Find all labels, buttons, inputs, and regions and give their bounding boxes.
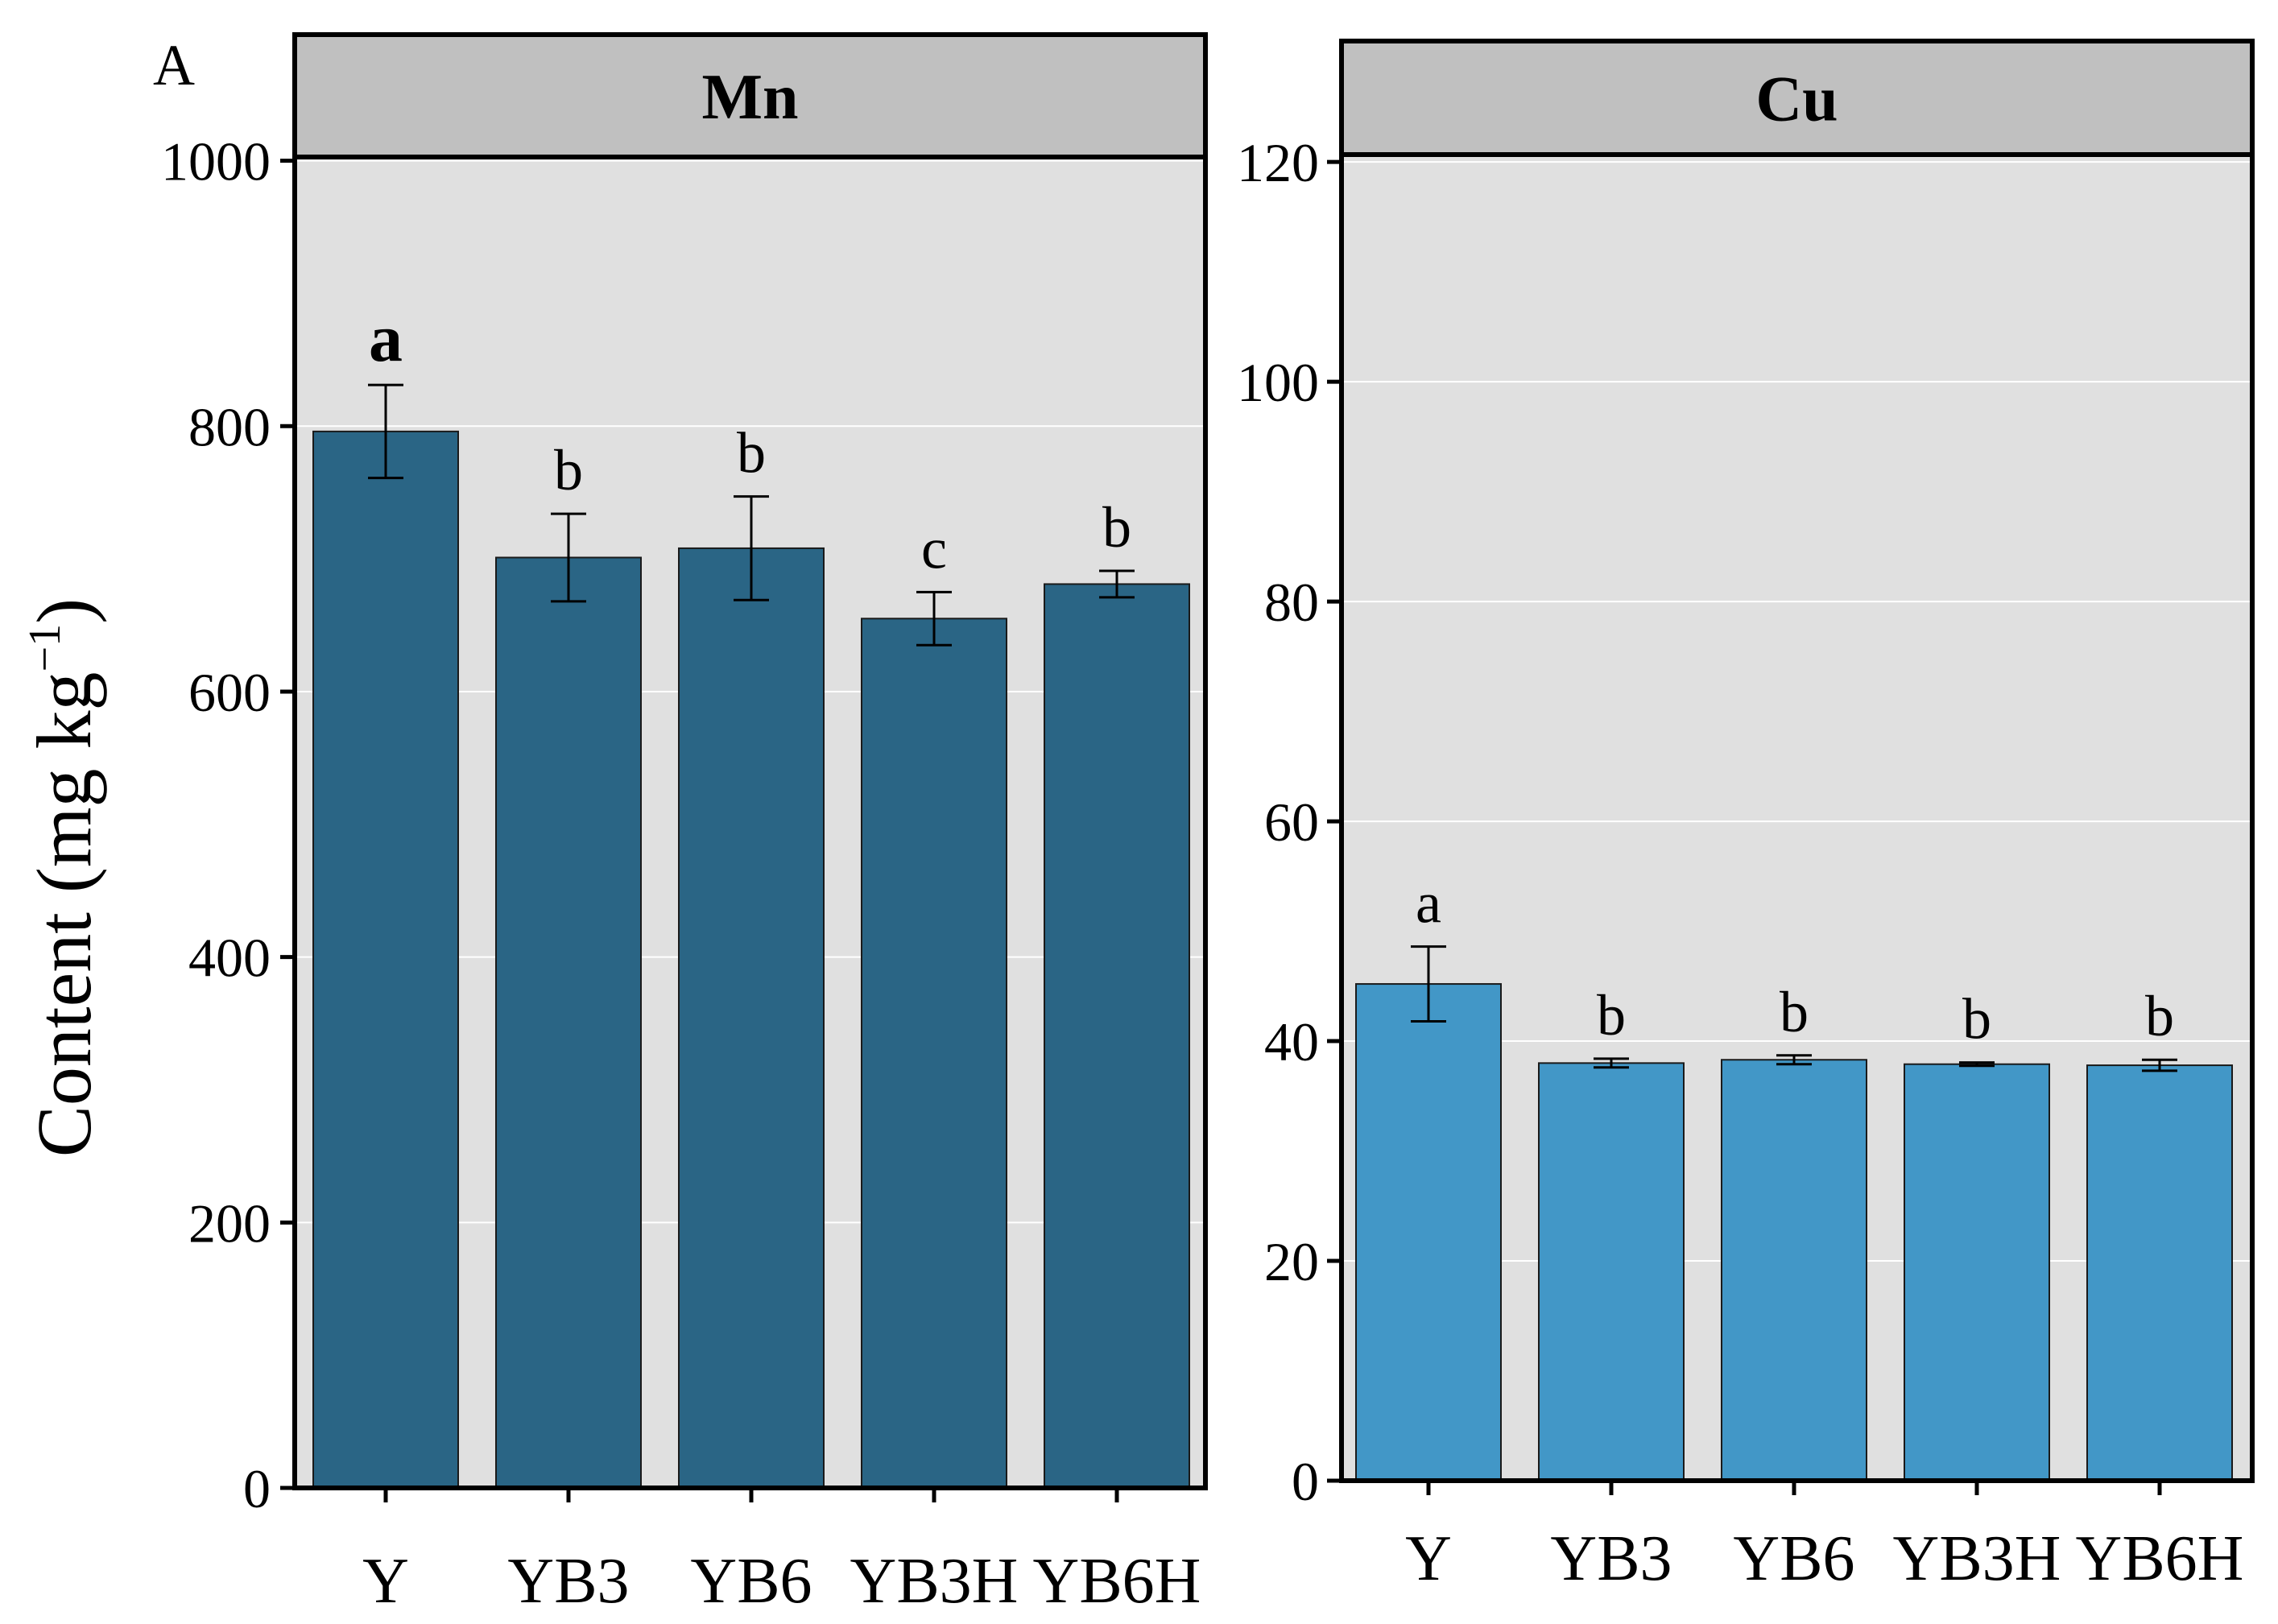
- mn-y-tick-label: 800: [188, 396, 271, 457]
- cu-bar: [2086, 1064, 2233, 1481]
- cu-x-tick-label: Y: [1405, 1523, 1452, 1594]
- y-axis-title-sup: −1: [20, 624, 70, 672]
- cu-y-tick-label: 80: [1264, 572, 1319, 633]
- mn-panel: Mn 0 200 400 600 800 1000 a Yb YB3 b YB6 c YB3H b YB6H: [161, 32, 1208, 1617]
- mn-bar: [1044, 583, 1190, 1489]
- cu-y-tick-label: 60: [1264, 791, 1319, 853]
- mn-significance-label: b: [737, 421, 766, 486]
- mn-x-tick-label: YB6: [690, 1546, 812, 1617]
- cu-x-tick-label: YB3: [1550, 1523, 1672, 1594]
- cu-y-tick-label: 20: [1264, 1231, 1319, 1292]
- cu-y-tick-label: 0: [1292, 1451, 1319, 1512]
- cu-panel-frame: [1339, 39, 2255, 1483]
- cu-bar: [1538, 1062, 1685, 1481]
- cu-y-tick-label: 100: [1237, 352, 1319, 413]
- mn-y-tick-label: 400: [188, 928, 271, 989]
- mn-significance-label: a: [369, 301, 403, 376]
- mn-y-tick-label: 1000: [161, 131, 271, 192]
- cu-y-tick-label: 120: [1237, 132, 1319, 193]
- cu-x-tick-label: YB6H: [2076, 1523, 2244, 1594]
- mn-x-tick-label: YB6H: [1033, 1546, 1201, 1617]
- cu-x-tick-label: YB6: [1733, 1523, 1854, 1594]
- mn-x-tick-label: Y: [362, 1546, 409, 1617]
- cu-significance-label: b: [1780, 980, 1809, 1044]
- mn-y-tick-label: 600: [188, 662, 271, 723]
- mn-strip-header: [295, 35, 1205, 157]
- cu-panel: Cu 0 20 40 60 80 100 120 a Yb YB3 b YB6 b YB3H b YB6H: [1237, 39, 2255, 1594]
- mn-bar: [312, 430, 459, 1489]
- y-axis-title-main: Content (mg kg: [21, 672, 107, 1157]
- mn-bar: [861, 618, 1007, 1490]
- mn-panel-title: Mn: [702, 62, 799, 133]
- cu-panel-title: Cu: [1755, 64, 1838, 135]
- cu-bar: [1721, 1059, 1867, 1482]
- cu-y-tick-label: 40: [1264, 1011, 1319, 1072]
- mn-y-tick-label: 200: [188, 1192, 271, 1254]
- cu-bar: [1355, 983, 1502, 1481]
- mn-panel-frame: [292, 32, 1208, 1490]
- mn-y-tick-label: 0: [243, 1458, 271, 1519]
- mn-x-tick-label: YB3H: [850, 1546, 1019, 1617]
- y-axis-title: Content (mg kg−1): [20, 598, 107, 1157]
- cu-significance-label: b: [2145, 984, 2174, 1048]
- mn-significance-label: b: [1102, 495, 1131, 560]
- mn-significance-label: b: [554, 438, 583, 502]
- y-axis-title-close: ): [21, 598, 107, 624]
- cu-significance-label: b: [1962, 987, 1991, 1052]
- panel-tag: A: [153, 33, 195, 97]
- cu-significance-label: b: [1597, 983, 1626, 1048]
- cu-x-tick-label: YB3H: [1893, 1523, 2061, 1594]
- mn-bar: [495, 556, 642, 1489]
- mn-significance-label: c: [921, 516, 947, 581]
- cu-bar: [1904, 1063, 2050, 1481]
- mn-x-tick-label: YB3: [507, 1546, 629, 1617]
- mn-bar: [678, 547, 825, 1489]
- cu-strip-header: [1342, 41, 2252, 155]
- cu-significance-label: a: [1416, 871, 1441, 936]
